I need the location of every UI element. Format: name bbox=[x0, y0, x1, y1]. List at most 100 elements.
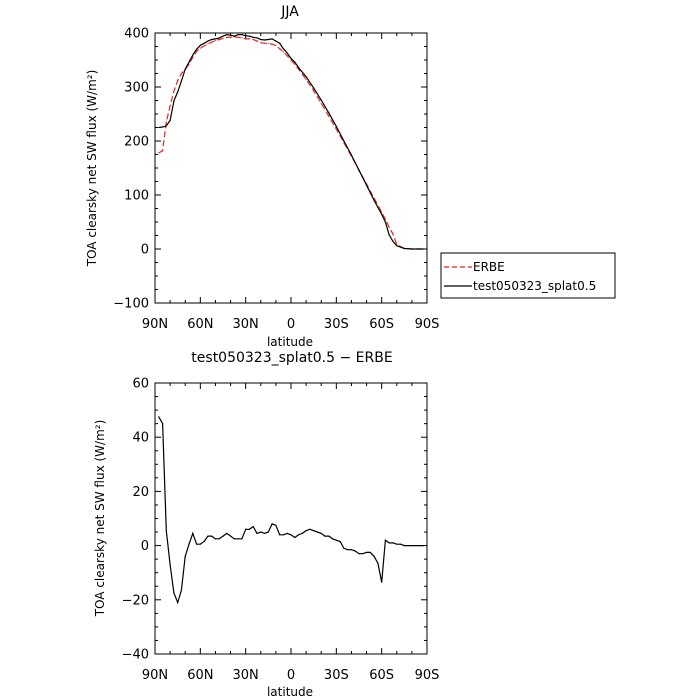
data-point bbox=[366, 184, 368, 186]
data-point bbox=[377, 562, 379, 564]
data-point bbox=[418, 248, 420, 250]
data-point bbox=[343, 547, 345, 549]
data-point bbox=[403, 545, 405, 547]
data-point bbox=[165, 121, 167, 123]
data-point bbox=[388, 226, 390, 228]
x-tick-label: 90S bbox=[415, 317, 440, 332]
data-point bbox=[313, 90, 315, 92]
top-x-axis: 90N 60N 30N 0 30S 60S 90S bbox=[142, 33, 440, 332]
data-point bbox=[184, 555, 186, 558]
data-point bbox=[226, 532, 228, 535]
data-point bbox=[320, 102, 322, 104]
x-tick-label: 90N bbox=[142, 668, 168, 683]
data-point bbox=[373, 199, 375, 201]
data-point bbox=[369, 551, 371, 554]
bottom-chart-title: test050323_splat0.5 − ERBE bbox=[191, 350, 392, 366]
data-point bbox=[196, 48, 198, 50]
top-plot-frame bbox=[154, 32, 428, 304]
data-point bbox=[316, 531, 318, 533]
data-point bbox=[252, 38, 254, 41]
data-point bbox=[332, 538, 334, 540]
y-tick-label: 40 bbox=[132, 431, 149, 446]
data-point bbox=[256, 532, 258, 535]
data-point bbox=[203, 42, 205, 44]
top-y-axis: −100 0 100 200 300 400 bbox=[113, 27, 427, 312]
y-tick-label: −40 bbox=[122, 648, 149, 663]
data-point bbox=[226, 34, 228, 36]
data-point bbox=[294, 61, 296, 63]
data-point bbox=[248, 35, 250, 37]
x-tick-label: 60S bbox=[369, 668, 394, 683]
data-point bbox=[222, 535, 224, 537]
data-point bbox=[233, 35, 235, 37]
data-point bbox=[233, 538, 235, 540]
data-point bbox=[188, 543, 190, 545]
x-tick-label: 30S bbox=[324, 317, 349, 332]
data-point bbox=[294, 536, 296, 539]
data-point bbox=[282, 534, 284, 536]
x-tick-label: 0 bbox=[287, 317, 295, 332]
data-point bbox=[343, 140, 345, 142]
data-point bbox=[218, 38, 220, 41]
x-tick-label: 30N bbox=[233, 668, 259, 683]
data-point bbox=[241, 37, 243, 39]
data-point bbox=[290, 59, 292, 61]
data-point bbox=[177, 79, 179, 82]
data-point bbox=[407, 545, 409, 547]
data-point bbox=[290, 57, 292, 60]
data-point bbox=[411, 545, 413, 547]
y-tick-label: 0 bbox=[141, 243, 149, 258]
bottom-x-axis-label: latitude bbox=[267, 685, 313, 699]
data-point bbox=[260, 38, 262, 41]
data-point bbox=[422, 248, 424, 250]
data-point bbox=[282, 48, 284, 50]
y-tick-label: 0 bbox=[141, 539, 149, 554]
y-tick-label: −100 bbox=[113, 297, 149, 312]
data-point bbox=[162, 150, 164, 152]
bottom-y-axis: −40 −20 0 20 40 60 bbox=[122, 377, 427, 663]
data-point bbox=[415, 545, 417, 547]
data-point bbox=[218, 37, 220, 39]
data-point bbox=[275, 524, 277, 526]
data-point bbox=[237, 538, 239, 540]
data-point bbox=[196, 543, 198, 545]
data-point bbox=[177, 91, 179, 93]
y-tick-label: 200 bbox=[124, 135, 149, 150]
data-point bbox=[282, 51, 284, 53]
data-point bbox=[222, 37, 224, 40]
data-point bbox=[347, 549, 349, 551]
data-point bbox=[305, 78, 307, 80]
data-point bbox=[411, 248, 413, 250]
data-point bbox=[305, 530, 307, 532]
data-point bbox=[241, 34, 243, 36]
data-point bbox=[294, 63, 296, 65]
data-point bbox=[162, 126, 164, 128]
data-point bbox=[290, 534, 292, 536]
data-point bbox=[252, 36, 254, 38]
data-point bbox=[180, 589, 182, 591]
data-point bbox=[384, 539, 386, 541]
data-point bbox=[214, 38, 216, 40]
top-chart-title: JJA bbox=[280, 4, 299, 20]
series-line-0 bbox=[158, 416, 424, 605]
data-point bbox=[267, 38, 269, 41]
data-point bbox=[271, 43, 273, 45]
data-point bbox=[211, 535, 213, 537]
data-point bbox=[275, 44, 277, 47]
data-point bbox=[305, 76, 307, 78]
x-tick-label: 90N bbox=[142, 317, 168, 332]
data-point bbox=[203, 45, 205, 47]
data-point bbox=[350, 549, 352, 551]
data-point bbox=[264, 42, 266, 44]
data-point bbox=[211, 41, 213, 43]
data-point bbox=[260, 531, 262, 533]
data-point bbox=[207, 535, 209, 537]
data-point bbox=[177, 601, 179, 604]
data-point bbox=[298, 534, 300, 536]
legend-label-erbe: ERBE bbox=[473, 260, 505, 274]
data-point bbox=[211, 38, 213, 41]
legend: ERBE test050323_splat0.5 bbox=[440, 252, 616, 299]
data-point bbox=[230, 535, 232, 537]
data-point bbox=[252, 526, 254, 528]
